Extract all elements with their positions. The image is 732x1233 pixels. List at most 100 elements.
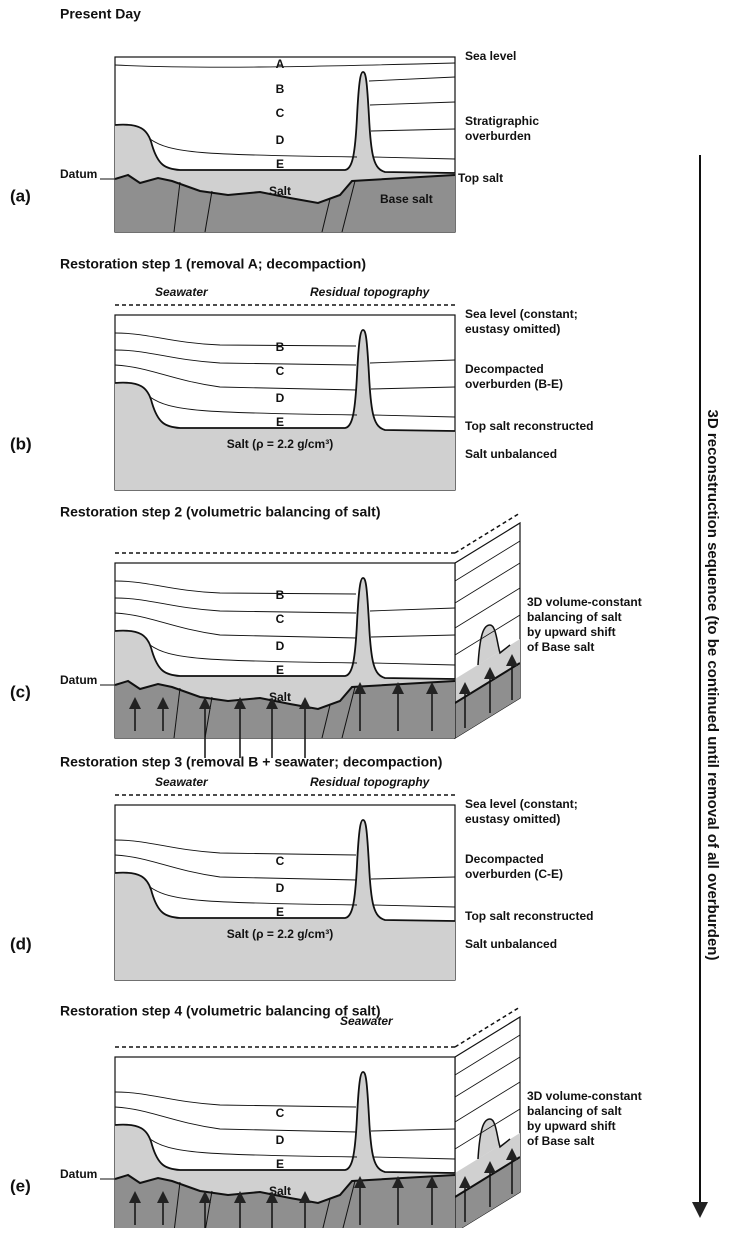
layer-boundary — [114, 612, 358, 639]
annotation: Sea level — [465, 49, 516, 63]
fault — [204, 190, 213, 233]
annotation: by upward shift — [527, 1119, 616, 1133]
annotation: Salt unbalanced — [465, 447, 557, 461]
annotation: Stratigraphic — [465, 114, 539, 128]
annotation: Top salt reconstructed — [465, 419, 593, 433]
basement — [115, 1175, 455, 1232]
annotation: of Base salt — [527, 1134, 594, 1148]
salt-body — [115, 330, 455, 490]
panel-tag: (d) — [10, 934, 32, 953]
salt-body — [115, 820, 455, 980]
panel-tag: (c) — [10, 682, 31, 701]
annotation: of Base salt — [527, 640, 594, 654]
top-salt — [114, 819, 456, 922]
base-salt — [114, 173, 456, 205]
layer-label: C — [276, 854, 285, 868]
fault — [173, 181, 181, 233]
annotation: overburden (B-E) — [465, 377, 563, 391]
layer-boundary — [149, 1138, 358, 1158]
layer-boundary — [372, 1156, 456, 1160]
layer-boundary — [369, 607, 456, 612]
annotation: by upward shift — [527, 625, 616, 639]
salt-label: Salt — [269, 1184, 291, 1198]
datum-label: Datum — [60, 167, 97, 181]
annotation: Top salt — [458, 171, 503, 185]
annotation: overburden (C-E) — [465, 867, 563, 881]
layer-boundary — [114, 580, 357, 595]
block-side-layer — [454, 1056, 521, 1098]
layer-boundary — [114, 839, 357, 856]
annotation: Base salt — [380, 192, 433, 206]
fault — [321, 704, 331, 739]
layer-boundary — [114, 62, 456, 68]
fault — [321, 1198, 331, 1233]
salt-label: Salt (ρ = 2.2 g/cm³) — [227, 437, 333, 451]
layer-boundary — [370, 128, 456, 132]
layer-boundary — [114, 854, 358, 881]
panel-title: Restoration step 3 (removal B + seawater… — [60, 754, 442, 770]
layer-boundary — [149, 644, 358, 664]
fault — [173, 1181, 181, 1233]
layer-label: E — [276, 415, 284, 429]
base-salt — [114, 1173, 456, 1205]
layer-boundary — [372, 904, 456, 908]
block-side-layer — [454, 1108, 521, 1150]
fault — [341, 180, 356, 233]
residual-topography-label: Residual topography — [310, 285, 431, 299]
layer-boundary — [369, 359, 456, 364]
block-side-layer — [454, 614, 521, 656]
layer-label: D — [276, 391, 285, 405]
layer-boundary — [114, 1106, 358, 1133]
layer-label: C — [276, 612, 285, 626]
layer-label: E — [276, 157, 284, 171]
datum-label: Datum — [60, 673, 97, 687]
seawater-label: Seawater — [155, 285, 209, 299]
layer-boundary — [370, 634, 456, 638]
layer-label: D — [276, 133, 285, 147]
block-top-dash — [454, 512, 521, 554]
residual-topography-label: Residual topography — [310, 775, 431, 789]
panel-title: Restoration step 1 (removal A; decompact… — [60, 256, 366, 272]
layer-boundary — [149, 886, 358, 906]
layer-label: D — [276, 639, 285, 653]
layer-boundary — [368, 76, 456, 82]
layer-label: E — [276, 1157, 284, 1171]
layer-boundary — [370, 1128, 456, 1132]
top-salt — [114, 71, 456, 174]
fault — [341, 1180, 356, 1233]
block-side-layer — [454, 540, 521, 582]
salt-label: Salt — [269, 690, 291, 704]
annotation: eustasy omitted) — [465, 322, 560, 336]
annotation: 3D volume-constant — [527, 1089, 642, 1103]
layer-boundary — [370, 386, 456, 390]
layer-label: A — [276, 57, 285, 71]
layer-label: C — [276, 364, 285, 378]
layer-boundary — [372, 156, 456, 160]
block-side-basement — [455, 1157, 520, 1232]
annotation: 3D volume-constant — [527, 595, 642, 609]
layer-boundary — [114, 332, 357, 347]
fault — [341, 686, 356, 739]
layer-label: D — [276, 881, 285, 895]
fault — [321, 198, 331, 233]
sequence-label: 3D reconstruction sequence (to be contin… — [704, 410, 721, 961]
panel-tag: (e) — [10, 1176, 31, 1195]
panel-title: Restoration step 2 (volumetric balancing… — [60, 504, 381, 520]
block-side-layer — [454, 1034, 521, 1076]
layer-label: B — [276, 340, 285, 354]
panel-tag: (a) — [10, 186, 31, 205]
block-side-base-salt — [454, 1156, 521, 1198]
basement — [115, 681, 455, 738]
base-salt — [114, 679, 456, 711]
layer-boundary — [372, 414, 456, 418]
panel-tag: (b) — [10, 434, 32, 453]
layer-label: B — [276, 588, 285, 602]
layer-label: C — [276, 106, 285, 120]
fault — [173, 687, 181, 739]
annotation: eustasy omitted) — [465, 812, 560, 826]
annotation: balancing of salt — [527, 610, 622, 624]
layer-boundary — [372, 662, 456, 666]
layer-label: E — [276, 905, 284, 919]
